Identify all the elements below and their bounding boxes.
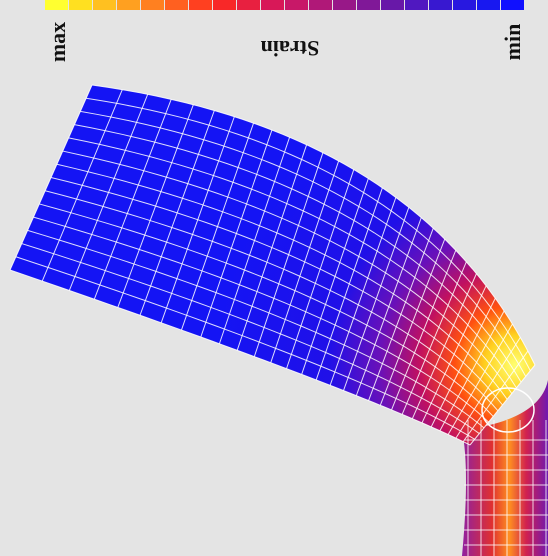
color-bar-segment: [405, 0, 428, 10]
max-label: max: [45, 22, 70, 62]
color-bar-segment: [309, 0, 332, 10]
color-bar-segment: [189, 0, 212, 10]
color-bar-segment: [285, 0, 308, 10]
strain-plot: max Strain min: [0, 0, 548, 556]
color-bar-segment: [213, 0, 236, 10]
color-bar-segment: [117, 0, 140, 10]
color-bar-segment: [261, 0, 284, 10]
color-bar-segment: [69, 0, 92, 10]
color-bar-segment: [165, 0, 188, 10]
colorbar-title: Strain: [261, 36, 320, 61]
min-label: min: [500, 24, 525, 61]
color-bar-segment: [141, 0, 164, 10]
color-bar-segment: [93, 0, 116, 10]
color-bar-segment: [429, 0, 452, 10]
color-bar-segment: [357, 0, 380, 10]
color-bar-segment: [333, 0, 356, 10]
color-bar-segment: [381, 0, 404, 10]
color-bar-segment: [477, 0, 500, 10]
color-bar-segment: [501, 0, 524, 10]
color-bar-segment: [237, 0, 260, 10]
color-bar-segment: [45, 0, 68, 10]
color-bar-segment: [453, 0, 476, 10]
